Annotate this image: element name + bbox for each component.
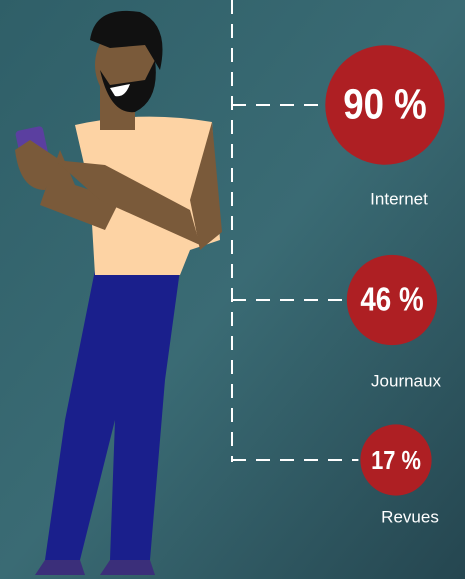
category-label: Revues (381, 507, 439, 526)
value-label: 46 % (360, 281, 423, 318)
category-label: Internet (370, 189, 428, 208)
category-label: Journaux (371, 371, 441, 390)
value-label: 17 % (371, 445, 421, 475)
infographic: 90 % Internet 46 % Journaux 17 % Revues (0, 0, 465, 579)
page: 90 %Internet46 %Journaux17 %Revues (() =… (0, 0, 465, 579)
value-label: 90 % (343, 80, 427, 128)
